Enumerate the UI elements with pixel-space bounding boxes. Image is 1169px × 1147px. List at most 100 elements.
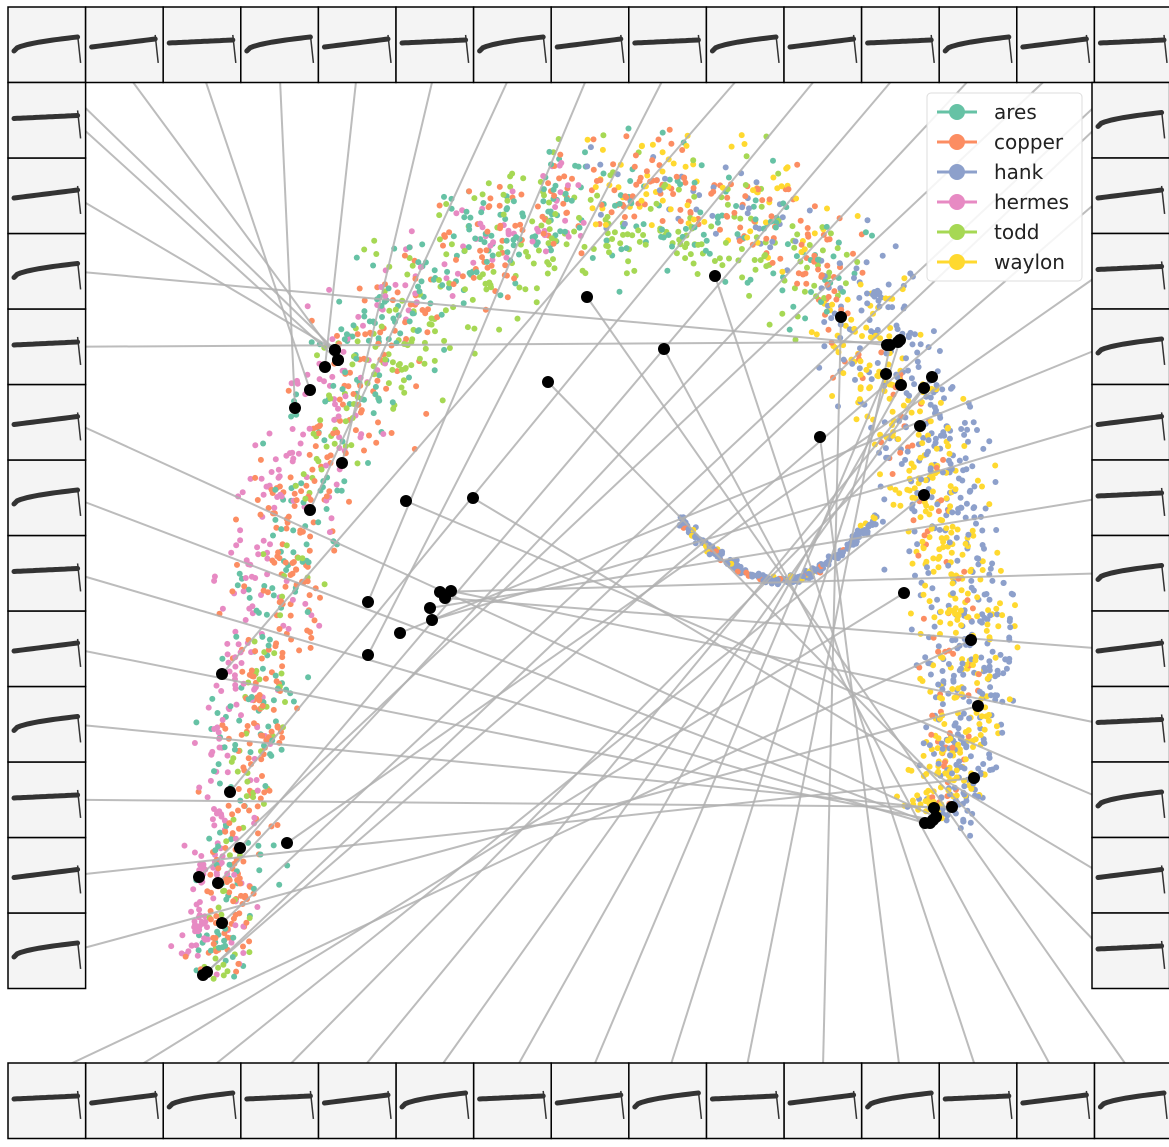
scatter-point (557, 189, 564, 196)
scatter-point (751, 257, 758, 263)
scatter-point (667, 206, 674, 213)
scatter-point (477, 247, 484, 254)
scatter-point (962, 756, 969, 763)
scatter-point (994, 671, 1001, 678)
scatter-point (489, 252, 496, 259)
scatter-point (682, 163, 689, 170)
scatter-point (835, 239, 842, 246)
scatter-point (306, 592, 313, 599)
scatter-point (980, 761, 987, 767)
connector-line (201, 494, 925, 1076)
scatter-point (219, 716, 226, 723)
scatter-point (600, 132, 607, 139)
scatter-point (385, 380, 392, 387)
scatter-point (940, 456, 947, 463)
scatter-point (345, 383, 352, 390)
scatter-point (597, 211, 604, 218)
scatter-point (424, 329, 431, 336)
scatter-point (209, 748, 216, 755)
connector-line (278, 425, 921, 1076)
scatter-point (712, 230, 719, 237)
scatter-point (346, 401, 353, 407)
scatter-point (261, 583, 268, 589)
scatter-point (321, 581, 328, 588)
scatter-point (229, 830, 236, 837)
scatter-point (575, 163, 582, 170)
scatter-point (618, 246, 625, 253)
spectrogram-thumbnail (162, 1062, 242, 1140)
scatter-point (232, 685, 239, 692)
scatter-point (335, 405, 341, 412)
scatter-point (635, 227, 642, 234)
spectrogram-thumbnail (1091, 610, 1169, 688)
scatter-point (682, 225, 689, 232)
scatter-point (974, 613, 981, 620)
scatter-point (664, 267, 671, 274)
scatter-point (418, 278, 425, 285)
scatter-point (881, 566, 888, 573)
scatter-point (297, 440, 304, 447)
scatter-point (640, 221, 647, 228)
scatter-point (843, 251, 850, 258)
scatter-point (500, 211, 507, 218)
scatter-point (986, 501, 993, 508)
scatter-point (234, 561, 240, 568)
scatter-point (459, 273, 466, 280)
scatter-point (616, 200, 623, 207)
scatter-point (777, 255, 784, 262)
legend-entry: copper (937, 130, 1064, 154)
scatter-point (801, 288, 808, 295)
scatter-point (673, 250, 680, 257)
scatter-point (961, 783, 968, 790)
scatter-point (936, 526, 943, 533)
scatter-point (271, 504, 278, 511)
scatter-point (341, 336, 348, 343)
scatter-point (967, 568, 974, 575)
legend-label: copper (994, 130, 1064, 154)
scatter-point (500, 191, 507, 198)
spectrogram-thumbnail (7, 157, 87, 235)
scatter-point (905, 367, 911, 374)
scatter-point (504, 249, 511, 256)
scatter-point (631, 163, 638, 170)
scatter-point (267, 541, 273, 548)
scatter-point (737, 215, 744, 222)
scatter-point (331, 416, 338, 423)
scatter-point (207, 916, 214, 923)
scatter-point (477, 236, 484, 243)
scatter-point (261, 742, 267, 749)
scatter-point (989, 577, 996, 584)
scatter-point (928, 731, 935, 738)
scatter-point (416, 355, 423, 362)
scatter-point (798, 241, 805, 248)
scatter-point (615, 184, 622, 191)
scatter-point (401, 252, 408, 259)
scatter-point (1006, 696, 1013, 703)
spectrogram-thumbnail (7, 761, 87, 839)
scatter-point (540, 230, 547, 237)
scatter-point (562, 217, 569, 224)
scatter-point (926, 763, 933, 770)
scatter-point (914, 349, 921, 356)
scatter-point (813, 331, 820, 338)
connector-line (73, 705, 979, 952)
scatter-point (517, 221, 524, 228)
scatter-point (886, 395, 893, 402)
scatter-point (288, 413, 295, 420)
scatter-point (453, 210, 460, 217)
scatter-point (496, 202, 503, 209)
scatter-point (343, 405, 350, 412)
scatter-point (289, 596, 296, 603)
scatter-point (260, 491, 267, 498)
scatter-point (608, 209, 615, 216)
scatter-point (931, 614, 938, 621)
scatter-point (903, 390, 910, 397)
scatter-point (282, 583, 289, 590)
scatter-point (987, 565, 994, 572)
scatter-point (227, 703, 234, 710)
scatter-point (415, 283, 421, 290)
connector-line (73, 496, 931, 824)
scatter-point (342, 418, 349, 425)
scatter-point (576, 214, 582, 221)
scatter-point (938, 740, 945, 747)
